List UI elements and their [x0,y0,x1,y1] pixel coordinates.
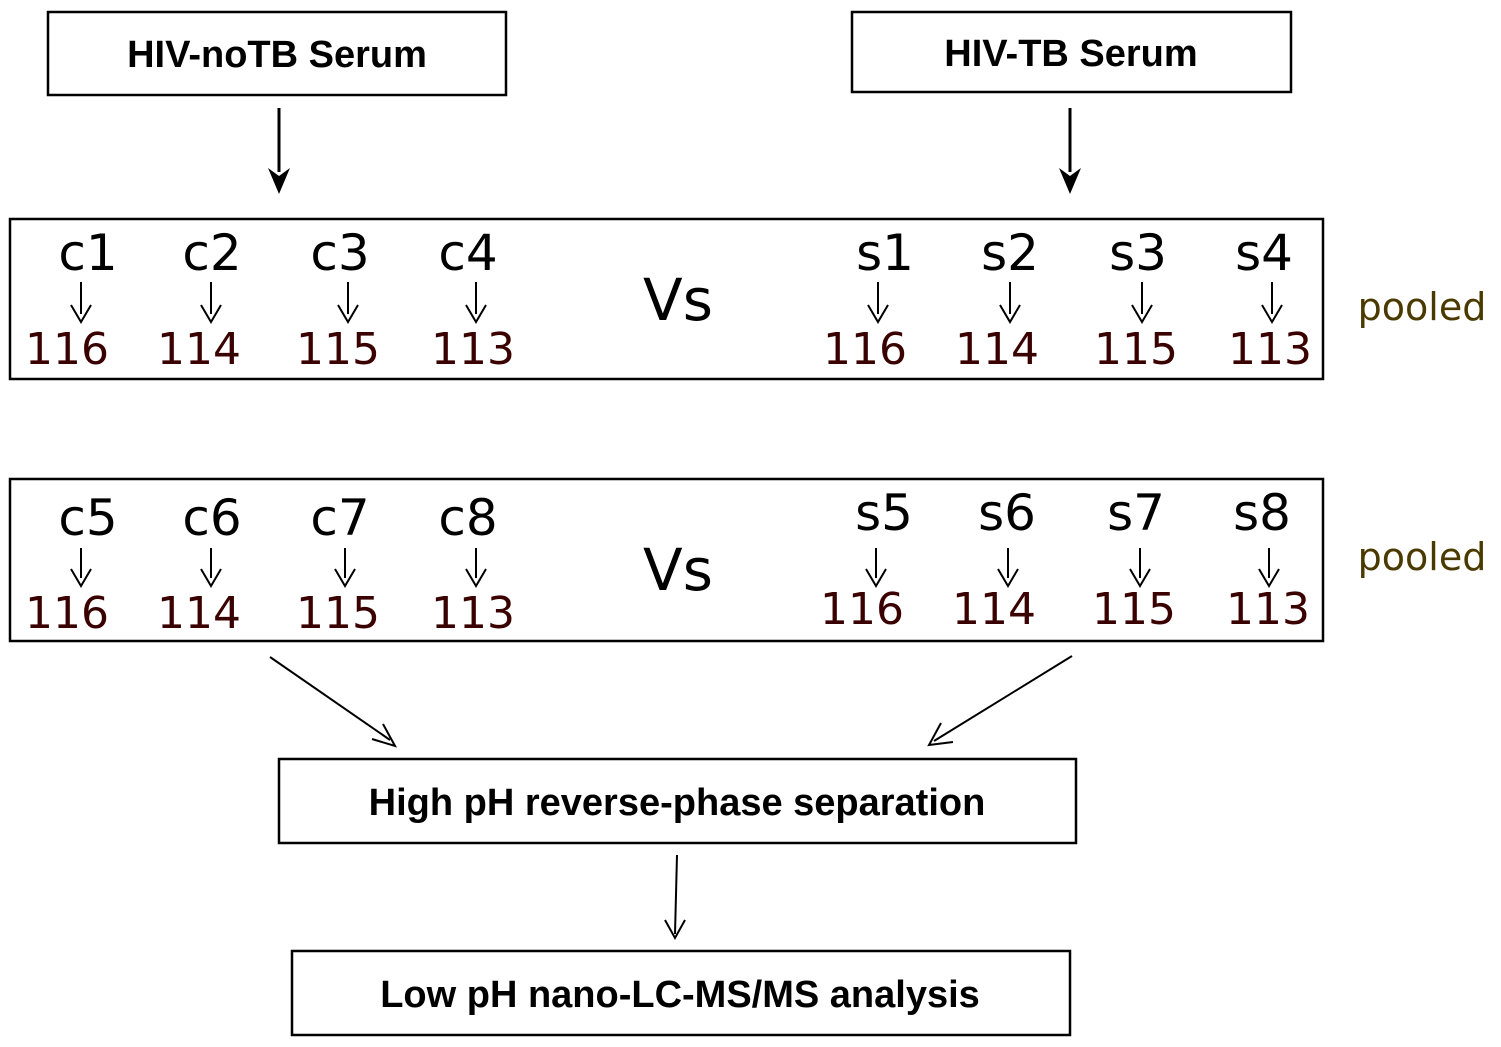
group-2-subject-2-sample: s6 [978,484,1036,542]
group-1-subject-3-arrow [1131,282,1153,324]
group-1-control-1-sample: c1 [58,224,117,282]
group-1-control-3-sample: c3 [310,224,369,282]
group-1-subject-2-sample: s2 [981,224,1039,282]
group-2-control-4-arrow [465,548,487,588]
group-1-control-2-sample: c2 [182,224,241,282]
group-1-control-2-tag: 114 [157,324,241,375]
group-2-control-4-sample: c8 [438,489,497,547]
group-1-control-1-arrow [70,282,92,324]
group-2-control-1-arrow [70,548,92,588]
group-2-vs: Vs [643,536,713,604]
group-2-subject-1-arrow [865,548,887,588]
group-1-control-3-arrow [337,282,359,324]
separation-to-analysis-arrow [664,854,686,941]
hiv-tb-serum-label: HIV-TB Serum [944,33,1197,75]
group-1-control-4-tag: 113 [431,324,515,375]
right-down-arrow [1059,108,1081,194]
group-1-pooled-label: pooled [1358,285,1487,329]
group-2-subject-2-arrow [997,548,1019,588]
group-1-control-2-arrow [200,282,222,324]
group-1-subject-1-sample: s1 [856,224,914,282]
hiv-tb-serum-box [850,10,1293,94]
analysis-box [290,949,1072,1037]
group-2-control-1-tag: 116 [25,588,109,639]
group-2-control-1-sample: c5 [58,489,117,547]
group-2-box [8,477,1325,643]
group-2-subject-4-sample: s8 [1233,484,1291,542]
group-1-subject-4-sample: s4 [1235,224,1293,282]
group-1-subject-2-arrow [999,282,1021,324]
group-2-control-4-tag: 113 [431,588,515,639]
group-1-control-4-sample: c4 [438,224,497,282]
hiv-notb-serum-box [46,10,508,97]
group-2-subject-1-sample: s5 [855,484,913,542]
group-1-control-1-tag: 116 [25,324,109,375]
right-converge-arrow [927,655,1073,747]
group-2-subject-3-arrow [1129,548,1151,588]
group-1-subject-1-tag: 116 [823,324,907,375]
group-2-subject-2-tag: 114 [952,584,1036,635]
group-2-control-3-sample: c7 [310,489,369,547]
group-2-control-2-sample: c6 [182,489,241,547]
group-2-subject-3-tag: 115 [1092,584,1176,635]
group-2-subject-3-sample: s7 [1107,484,1165,542]
group-2-control-2-tag: 114 [157,588,241,639]
group-1-control-4-arrow [465,282,487,324]
group-2-subject-1-tag: 116 [820,584,904,635]
group-1-vs: Vs [643,266,713,334]
group-1-subject-3-sample: s3 [1109,224,1167,282]
analysis-label: Low pH nano-LC-MS/MS analysis [380,974,980,1016]
group-1-control-3-tag: 115 [296,324,380,375]
left-down-arrow [268,108,290,194]
group-2-control-3-arrow [334,548,356,588]
group-1-subject-2-tag: 114 [955,324,1039,375]
group-1-subject-4-arrow [1261,282,1283,324]
group-2-control-2-arrow [200,548,222,588]
group-2-subject-4-arrow [1258,548,1280,588]
group-1-subject-3-tag: 115 [1094,324,1178,375]
separation-box [277,757,1078,845]
separation-label: High pH reverse-phase separation [369,782,986,824]
left-converge-arrow [269,656,398,748]
group-2-control-3-tag: 115 [296,588,380,639]
group-2-pooled-label: pooled [1358,535,1487,579]
hiv-notb-serum-label: HIV-noTB Serum [127,34,427,76]
group-1-subject-1-arrow [867,282,889,324]
group-2-subject-4-tag: 113 [1226,584,1310,635]
group-1-box [8,217,1325,381]
group-1-subject-4-tag: 113 [1228,324,1312,375]
